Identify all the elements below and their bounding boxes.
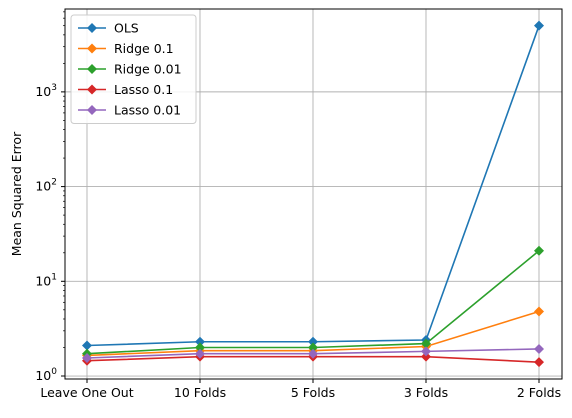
legend-marker — [87, 23, 97, 33]
axis-ticks: Leave One Out 10 Folds 5 Folds 3 Folds 2 Fol… — [35, 11, 561, 400]
legend-marker — [87, 64, 97, 74]
data-point — [534, 245, 544, 256]
legend-label: Ridge 0.1 — [114, 41, 174, 56]
series-lasso-0-01 — [82, 343, 544, 363]
data-point — [82, 352, 92, 363]
legend-label: Lasso 0.1 — [114, 82, 173, 97]
data-point — [82, 340, 92, 351]
data-point — [308, 336, 318, 347]
data-point — [195, 342, 205, 353]
y-tick-label: 102 — [35, 178, 57, 194]
data-point — [534, 343, 544, 354]
data-point — [421, 351, 431, 362]
legend-marker — [87, 84, 97, 95]
data-point — [195, 348, 205, 359]
series-lines — [82, 20, 544, 368]
legend-label: Lasso 0.01 — [114, 103, 181, 118]
data-point — [534, 306, 544, 317]
data-point — [421, 338, 431, 349]
series-ols — [82, 20, 544, 351]
data-point — [534, 357, 544, 368]
y-tick-label: 103 — [35, 83, 57, 99]
data-point — [421, 346, 431, 357]
legend-marker — [87, 43, 97, 54]
legend-label: OLS — [114, 21, 139, 36]
legend-label: Ridge 0.01 — [114, 62, 182, 77]
legend: OLS Ridge 0.1 Ridge 0.01 Lasso 0.1 Lasso 0.0… — [70, 14, 197, 124]
y-axis-label: Mean Squared Error — [9, 131, 24, 256]
x-tick-label: 10 Folds — [174, 385, 226, 400]
x-tick-label: 3 Folds — [404, 385, 448, 400]
x-tick-label: Leave One Out — [40, 385, 133, 400]
data-point — [308, 348, 318, 359]
legend-box — [70, 14, 197, 124]
x-tick-label: 2 Folds — [517, 385, 561, 400]
y-tick-label: 101 — [35, 272, 57, 288]
data-point — [534, 20, 544, 31]
legend-marker — [87, 105, 97, 115]
y-tick-label: 100 — [35, 367, 57, 383]
data-point — [308, 342, 318, 353]
grid — [65, 9, 562, 379]
x-tick-label: 5 Folds — [291, 385, 335, 400]
data-point — [195, 336, 205, 347]
